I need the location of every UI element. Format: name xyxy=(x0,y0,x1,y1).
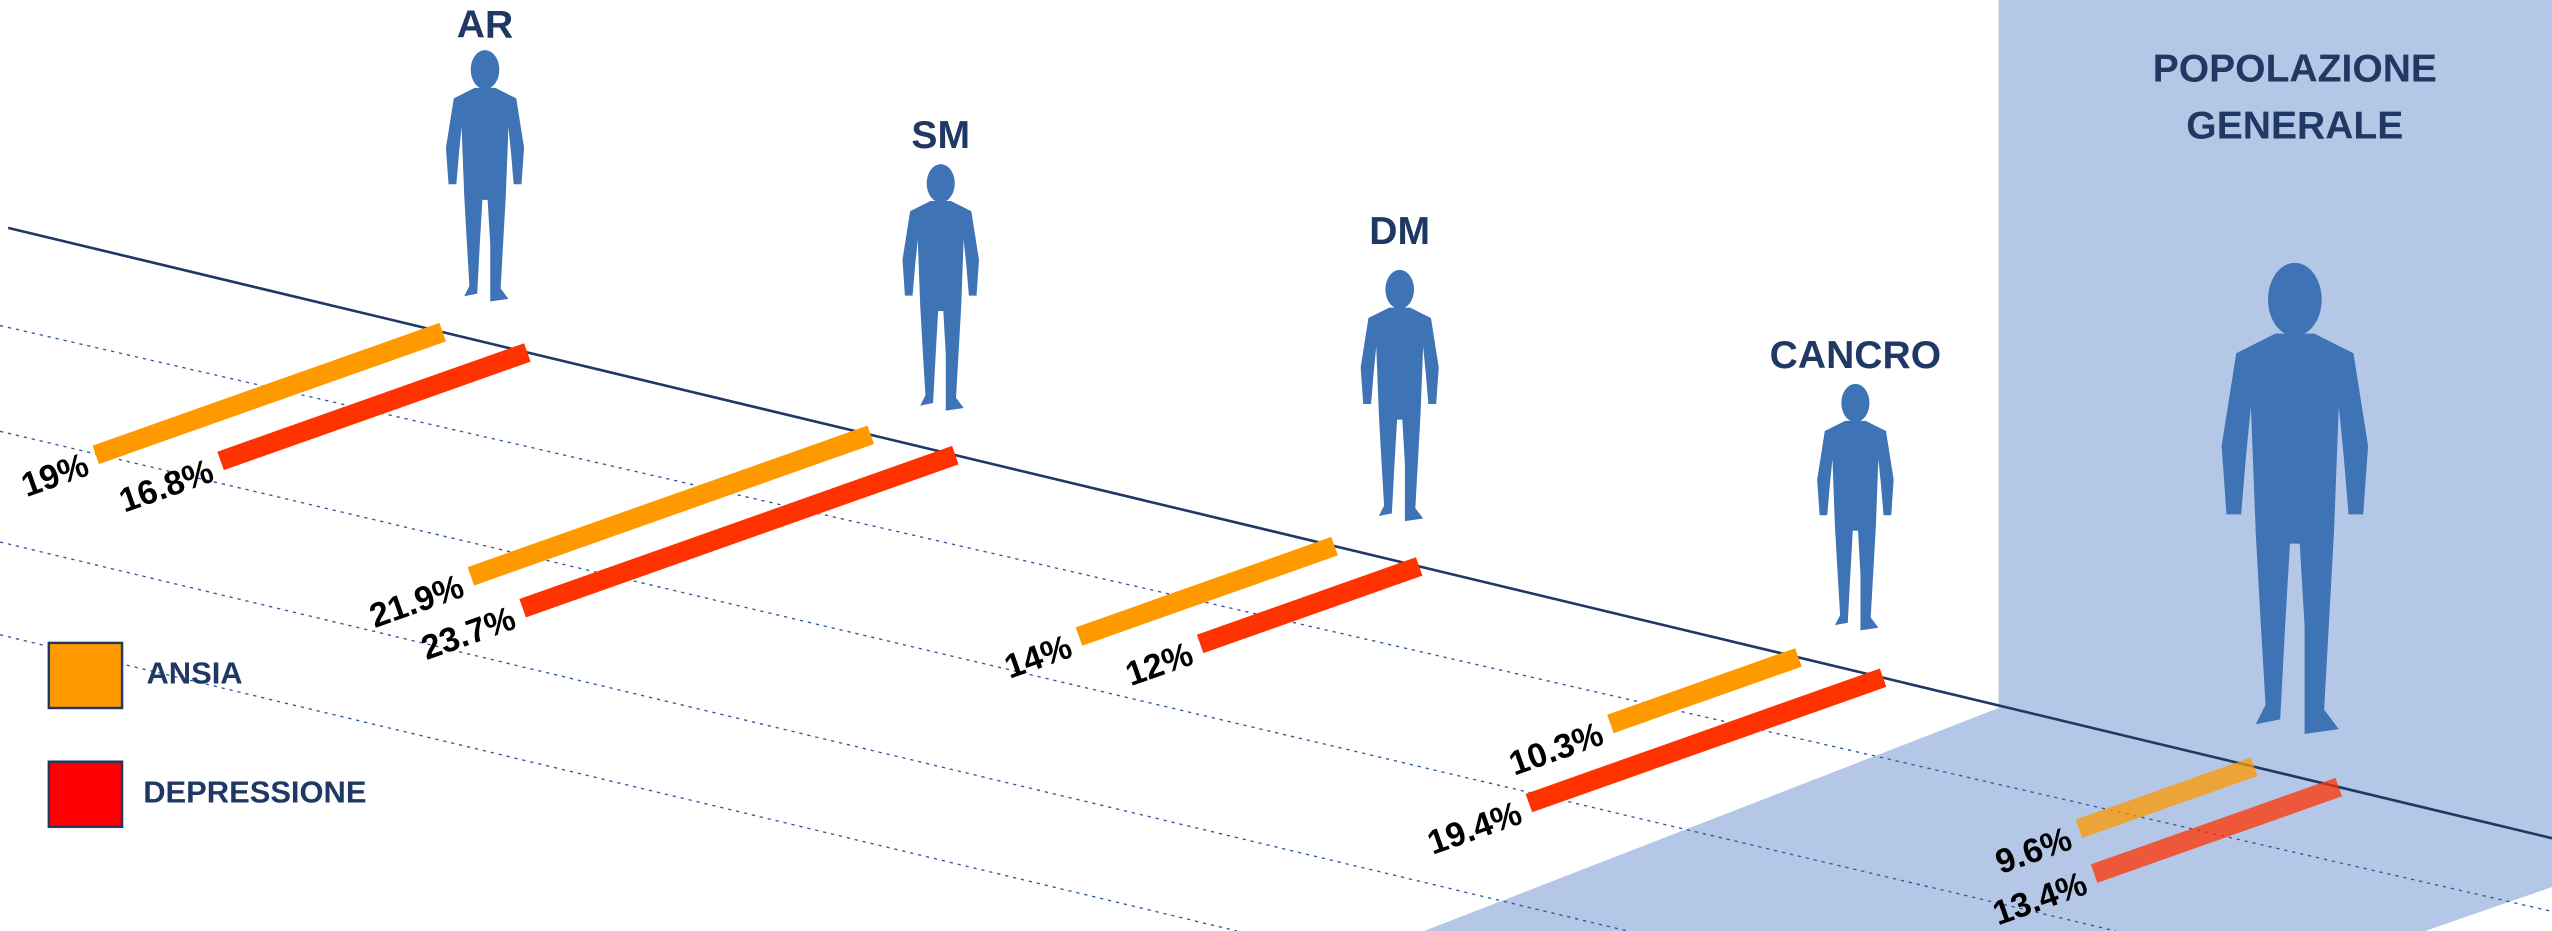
value-label: 14% xyxy=(1000,628,1077,687)
person-silhouette xyxy=(445,50,525,302)
category-label: SM xyxy=(911,113,971,158)
bar xyxy=(2075,757,2258,838)
category-label-box: DM xyxy=(1369,209,1431,254)
category-label: DM xyxy=(1369,209,1431,254)
bar xyxy=(2090,777,2343,883)
guide-line xyxy=(0,634,1238,931)
legend-swatch xyxy=(47,760,124,829)
legend-swatch xyxy=(47,641,124,710)
value-label: 19.4% xyxy=(1423,794,1527,862)
guide-line xyxy=(0,541,1628,931)
person-silhouette xyxy=(1817,383,1894,631)
category-label: CANCRO xyxy=(1769,333,1942,378)
head xyxy=(2267,262,2322,337)
category-label-box: POPOLAZIONE GENERALE xyxy=(2152,47,2438,148)
category-label: AR xyxy=(456,3,514,48)
value-label: 19% xyxy=(16,446,93,505)
bar xyxy=(1607,648,1802,734)
head xyxy=(1385,269,1415,309)
bar xyxy=(217,343,531,471)
body xyxy=(1360,307,1439,522)
bar xyxy=(519,445,959,618)
category-label-box: CANCRO xyxy=(1769,333,1942,378)
body xyxy=(902,201,979,411)
body xyxy=(445,87,525,302)
bar xyxy=(92,322,446,465)
category-label-box: SM xyxy=(911,113,971,158)
bar xyxy=(1196,557,1423,654)
category-label-box: AR xyxy=(456,3,514,48)
bar xyxy=(1525,668,1887,813)
value-label: 16.8% xyxy=(114,452,218,520)
person-silhouette xyxy=(902,164,979,411)
person-silhouette xyxy=(1360,269,1439,522)
bar xyxy=(1075,536,1338,646)
body xyxy=(1817,420,1894,631)
bar xyxy=(467,425,874,586)
head xyxy=(470,50,500,90)
category-label: POPOLAZIONE GENERALE xyxy=(2152,47,2438,148)
body xyxy=(2221,333,2369,735)
person-silhouette xyxy=(2221,262,2369,735)
head xyxy=(1841,383,1870,423)
legend-label: DEPRESSIONE xyxy=(143,774,366,809)
value-label: 12% xyxy=(1121,635,1198,694)
guide-line xyxy=(0,430,2116,931)
head xyxy=(926,164,955,203)
legend-label: ANSIA xyxy=(146,656,242,691)
